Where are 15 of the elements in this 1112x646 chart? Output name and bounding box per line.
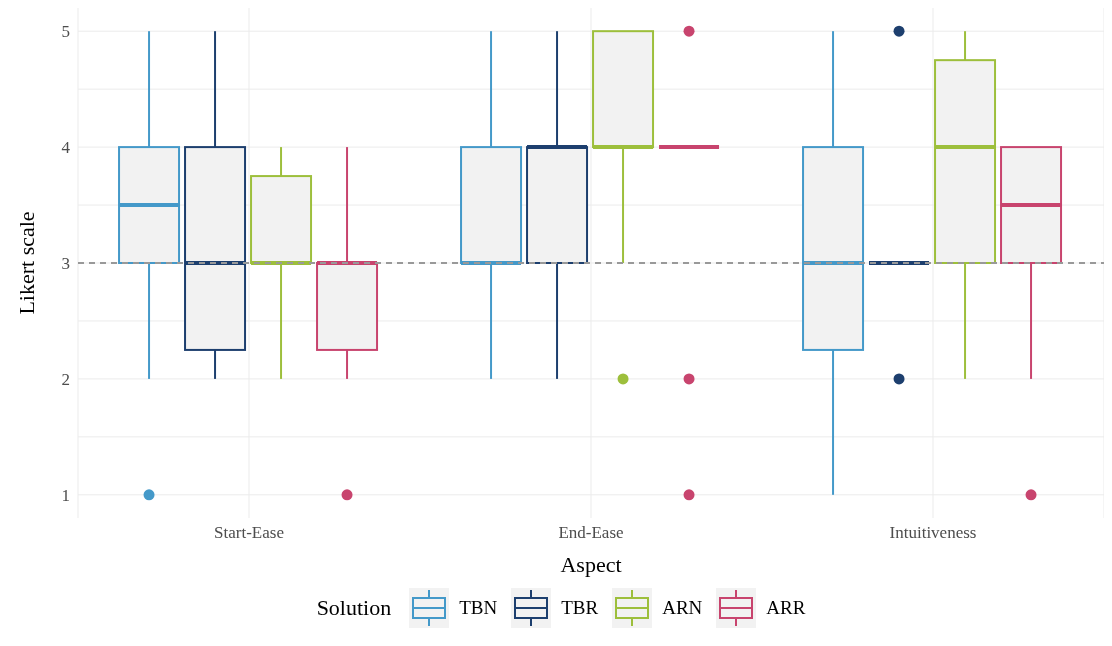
y-tick-label: 3 [61,254,70,274]
legend-title: Solution [316,595,392,621]
legend-label: TBN [459,597,498,619]
y-axis-title: Likert scale [13,211,39,315]
y-tick-label: 4 [61,138,71,158]
legend-label: ARN [662,597,703,619]
x-axis-title: Aspect [560,552,622,577]
legend-label: ARR [766,597,806,619]
x-tick-label: Intuitiveness [889,523,977,543]
x-tick-label: End-Ease [558,523,624,543]
y-tick-label: 1 [61,485,70,505]
y-tick-label: 2 [61,369,70,389]
legend-label: TBR [561,597,599,619]
x-tick-label: Start-Ease [214,523,284,543]
y-tick-label: 5 [61,22,70,42]
